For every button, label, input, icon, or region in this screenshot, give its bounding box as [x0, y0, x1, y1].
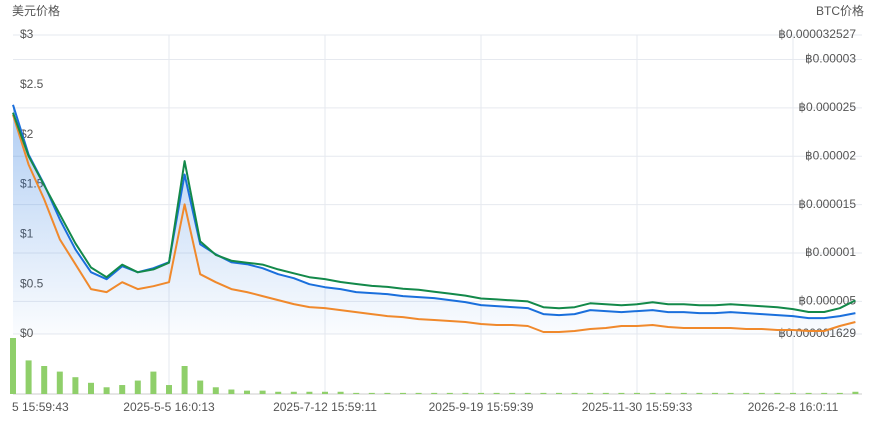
y2-tick-label: ฿0.00001: [805, 245, 856, 259]
y-tick-label: $3: [20, 27, 34, 41]
price-line: [12, 104, 856, 320]
volume-bar: [212, 387, 219, 394]
volume-bar: [743, 392, 750, 394]
volume-bar: [587, 392, 594, 394]
volume-bar: [634, 392, 640, 394]
volume-bar: [602, 392, 609, 394]
volume-bar: [337, 391, 344, 394]
volume-bar: [805, 392, 812, 394]
volume-bar: [72, 377, 79, 394]
volume-bar: [618, 392, 625, 394]
volume-bar: [119, 385, 126, 394]
y2-tick-label: ฿0.000015: [798, 197, 856, 211]
volume-bar: [836, 392, 843, 394]
y2-tick-label: ฿0.00003: [805, 52, 856, 66]
volume-bar: [696, 392, 703, 394]
volume-bar: [524, 392, 531, 394]
volume-bar: [275, 391, 282, 394]
volume-bar: [134, 380, 141, 394]
y2-tick-label: ฿0.00002: [805, 148, 856, 162]
volume-bar: [150, 371, 157, 394]
volume-bar: [821, 392, 828, 394]
y-tick-label: $2.5: [20, 77, 44, 91]
x-tick-label: 2026-2-8 16:0:11: [748, 400, 839, 414]
volume-bar: [774, 392, 781, 394]
volume-bar: [790, 392, 796, 394]
volume-bar: [10, 338, 16, 394]
x-tick-label: 5 15:59:43: [12, 400, 69, 414]
volume-bar: [400, 392, 406, 394]
volume-bar: [228, 389, 235, 394]
y2-tick-label: ฿0.000032527: [778, 27, 856, 41]
volume-bar: [197, 380, 204, 394]
x-tick-label: 2025-7-12 15:59:11: [273, 400, 377, 414]
volume-bar: [56, 371, 63, 394]
volume-bar: [571, 392, 578, 394]
volume-bar: [665, 392, 672, 394]
volume-bar: [322, 391, 328, 394]
volume-bar: [368, 392, 375, 394]
x-tick-label: 2025-11-30 15:59:33: [582, 400, 693, 414]
volume-bar: [431, 392, 438, 394]
volume-bar: [493, 392, 500, 394]
volume-bar: [290, 391, 297, 394]
volume-bar: [556, 392, 562, 394]
y2-tick-label: ฿0.000025: [798, 100, 856, 114]
volume-bar: [41, 366, 48, 394]
volume-bar: [462, 392, 469, 394]
volume-bar: [166, 385, 172, 394]
y-axis-title: 美元价格: [12, 3, 60, 18]
volume-bar: [478, 392, 484, 394]
volume-bar: [649, 392, 656, 394]
volume-bar: [103, 387, 110, 394]
x-tick-label: 2025-9-19 15:59:39: [429, 400, 534, 414]
volume-bar: [680, 392, 687, 394]
price-line: [12, 112, 856, 313]
volume-bar: [727, 392, 734, 394]
y2-axis-title: BTC价格: [816, 3, 864, 18]
volume-bar: [88, 382, 94, 394]
volume-bar: [446, 392, 453, 394]
volume-bar: [712, 392, 718, 394]
volume-bar: [259, 390, 266, 394]
x-tick-label: 2025-5-5 16:0:13: [123, 400, 215, 414]
volume-bar: [25, 360, 32, 394]
volume-bar: [384, 392, 391, 394]
volume-bar: [353, 392, 360, 394]
volume-bar: [181, 366, 188, 394]
volume-bar: [244, 390, 250, 394]
price-line: [12, 114, 856, 333]
volume-bar: [758, 392, 765, 394]
y2-tick-label: ฿0.000005: [798, 294, 856, 308]
volume-bar: [540, 392, 547, 394]
volume-bar: [509, 392, 516, 394]
volume-bar: [306, 391, 313, 394]
volume-bar: [415, 392, 422, 394]
price-area: [13, 104, 856, 334]
volume-bar: [852, 391, 859, 394]
